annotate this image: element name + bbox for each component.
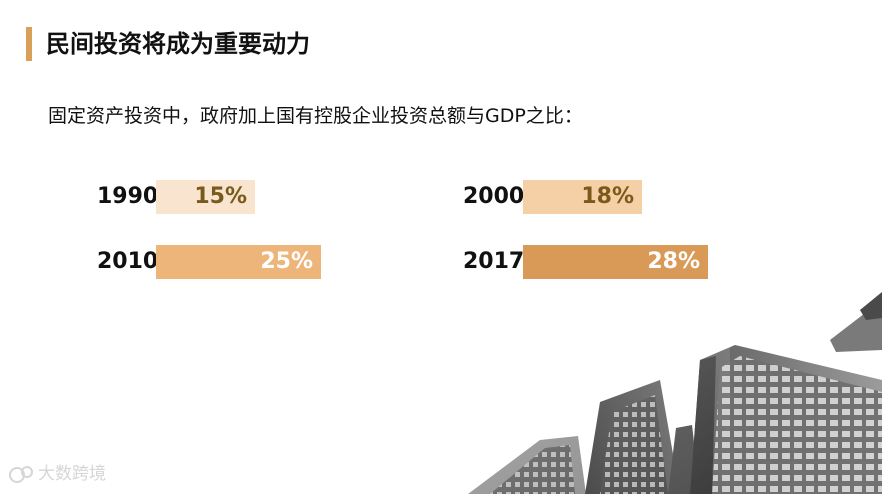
bar [523,180,642,214]
category-label: 1990 [97,184,159,209]
data-label: 25% [260,249,313,274]
page-title: 民间投资将成为重要动力 [46,30,310,58]
data-label: 28% [647,249,700,274]
chart-subtitle: 固定资产投资中，政府加上国有控股企业投资总额与GDP之比： [48,105,583,127]
bar [523,245,708,279]
bar [156,180,255,214]
data-label: 18% [581,184,634,209]
category-label: 2000 [463,184,525,209]
bar [156,245,321,279]
watermark-text: 大数跨境 [38,464,106,484]
data-label: 15% [194,184,247,209]
category-label: 2017 [463,249,525,274]
watermark-logo-icon [9,466,33,483]
title-accent-bar [26,27,32,61]
category-label: 2010 [97,249,159,274]
